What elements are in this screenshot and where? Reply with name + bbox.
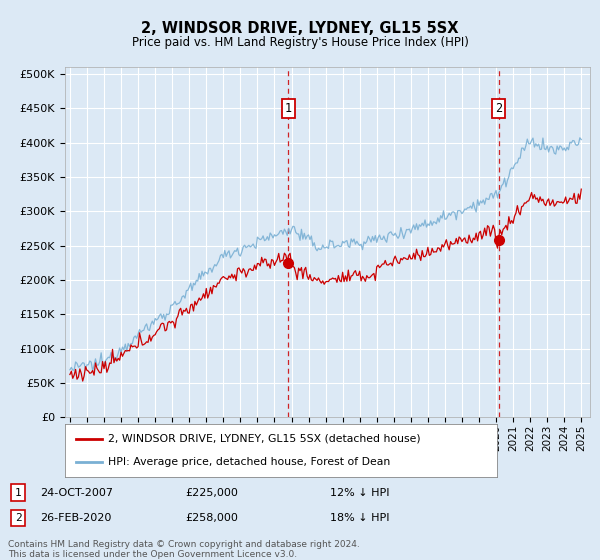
Text: £225,000: £225,000 [185, 488, 238, 497]
Text: 26-FEB-2020: 26-FEB-2020 [40, 513, 112, 523]
Text: 2, WINDSOR DRIVE, LYDNEY, GL15 5SX (detached house): 2, WINDSOR DRIVE, LYDNEY, GL15 5SX (deta… [108, 434, 421, 444]
Text: 18% ↓ HPI: 18% ↓ HPI [330, 513, 389, 523]
Text: Price paid vs. HM Land Registry's House Price Index (HPI): Price paid vs. HM Land Registry's House … [131, 36, 469, 49]
Text: 2: 2 [495, 102, 502, 115]
Text: 24-OCT-2007: 24-OCT-2007 [40, 488, 113, 497]
Text: 1: 1 [14, 488, 22, 497]
Text: 1: 1 [285, 102, 292, 115]
Text: 12% ↓ HPI: 12% ↓ HPI [330, 488, 389, 497]
Text: 2, WINDSOR DRIVE, LYDNEY, GL15 5SX: 2, WINDSOR DRIVE, LYDNEY, GL15 5SX [141, 21, 459, 36]
Text: £258,000: £258,000 [185, 513, 238, 523]
Text: HPI: Average price, detached house, Forest of Dean: HPI: Average price, detached house, Fore… [108, 457, 390, 467]
Text: 2: 2 [14, 513, 22, 523]
Text: Contains HM Land Registry data © Crown copyright and database right 2024.
This d: Contains HM Land Registry data © Crown c… [8, 540, 359, 559]
